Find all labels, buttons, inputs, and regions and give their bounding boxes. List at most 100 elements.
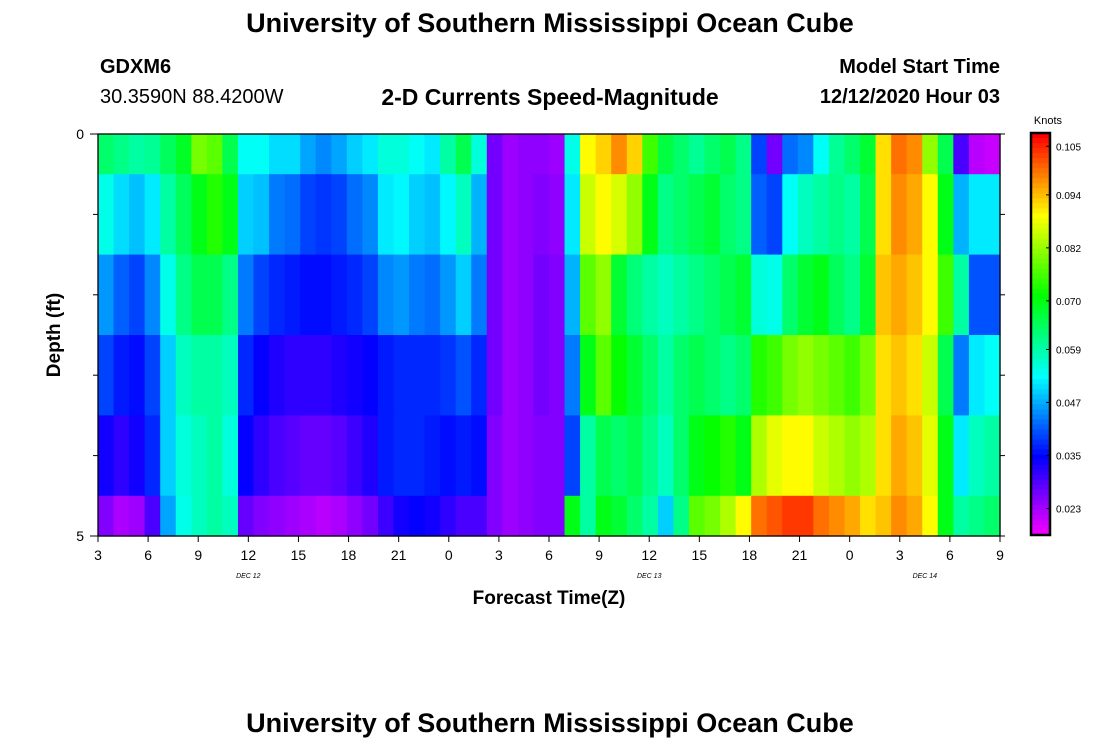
heatmap-cell: [782, 174, 799, 256]
heatmap-cell: [191, 495, 208, 537]
heatmap-cell: [533, 254, 550, 336]
heatmap-cell: [751, 335, 768, 416]
heatmap-cell: [346, 134, 363, 175]
heatmap-cell: [253, 335, 270, 416]
colorbar-swatch: [1031, 313, 1050, 320]
x-tick-label: 15: [692, 547, 708, 563]
colorbar-swatch: [1031, 429, 1050, 436]
heatmap-cell: [642, 134, 659, 175]
heatmap-cell: [284, 254, 301, 336]
heatmap-cell: [657, 415, 675, 497]
heatmap-cell: [222, 495, 239, 537]
heatmap-cell: [129, 254, 146, 336]
heatmap-cell: [346, 335, 363, 416]
heatmap-cell: [346, 415, 363, 497]
heatmap-cell: [237, 134, 255, 175]
heatmap-cell: [828, 254, 846, 336]
heatmap-cell: [751, 174, 768, 256]
heatmap-cell: [175, 495, 192, 537]
heatmap-cell: [906, 415, 923, 497]
colorbar-tick-label: 0.047: [1056, 398, 1081, 409]
heatmap-cell: [673, 415, 690, 497]
heatmap-cell: [595, 335, 612, 416]
heatmap-cell: [471, 254, 488, 336]
heatmap-cell: [471, 134, 488, 175]
heatmap-cell: [191, 415, 208, 497]
colorbar-swatch: [1031, 514, 1050, 521]
colorbar: 0.105 0.094 0.082 0.070 0.059 0.047 0.035 0.023: [1029, 131, 1081, 537]
heatmap-cells: [98, 134, 1001, 537]
heatmap-cell: [269, 134, 286, 175]
x-tick-label: 9: [996, 547, 1004, 563]
colorbar-swatch: [1031, 203, 1050, 209]
heatmap-cell: [486, 415, 503, 497]
heatmap-cell: [206, 495, 224, 537]
heatmap-cell: [953, 254, 970, 336]
heatmap-cell: [253, 174, 270, 256]
heatmap-cell: [704, 495, 721, 537]
heatmap-cell: [486, 335, 503, 416]
colorbar-swatch: [1031, 334, 1050, 340]
heatmap-cell: [269, 495, 286, 537]
heatmap-cell: [424, 495, 441, 537]
heatmap-cell: [984, 495, 1001, 537]
heatmap-cell: [269, 415, 286, 497]
colorbar-swatch: [1031, 268, 1050, 275]
colorbar-swatch: [1031, 494, 1050, 501]
colorbar-swatch: [1031, 354, 1050, 360]
page-title: University of Southern Mississippi Ocean…: [246, 8, 854, 38]
colorbar-swatch: [1031, 318, 1050, 325]
heatmap-cell: [580, 174, 597, 256]
heatmap-cell: [704, 174, 721, 256]
heatmap-cell: [331, 415, 348, 497]
heatmap-cell: [673, 174, 690, 256]
heatmap-cell: [191, 335, 208, 416]
colorbar-swatch: [1031, 168, 1050, 174]
heatmap-cell: [844, 495, 861, 537]
heatmap-cell: [828, 415, 846, 497]
heatmap-cell: [393, 415, 410, 497]
heatmap-cell: [580, 415, 597, 497]
heatmap-cell: [549, 174, 566, 256]
heatmap-cell: [440, 134, 457, 175]
heatmap-cell: [766, 254, 783, 336]
x-tick-label: 9: [595, 547, 603, 563]
heatmap-cell: [860, 495, 877, 537]
heatmap-cell: [315, 335, 332, 416]
colorbar-swatch: [1031, 283, 1050, 290]
heatmap-cell: [595, 254, 612, 336]
x-tick-label: 18: [742, 547, 758, 563]
heatmap-cell: [502, 134, 519, 175]
date-label: DEC 12: [236, 573, 261, 580]
heatmap-cell: [782, 495, 799, 537]
heatmap-cell: [362, 415, 379, 497]
heatmap-cell: [875, 174, 892, 256]
date-label: DEC 14: [913, 573, 938, 580]
heatmap-cell: [222, 134, 239, 175]
heatmap-cell: [953, 335, 970, 416]
colorbar-swatch: [1031, 308, 1050, 315]
heatmap-cell: [720, 335, 737, 416]
heatmap-cell: [611, 174, 628, 256]
heatmap-cell: [549, 254, 566, 336]
heatmap-cell: [113, 335, 130, 416]
colorbar-swatch: [1031, 213, 1050, 220]
heatmap-cell: [906, 254, 923, 336]
x-axis-label: Forecast Time(Z): [473, 588, 626, 609]
colorbar-swatch: [1031, 173, 1050, 179]
heatmap-cell: [98, 335, 115, 416]
colorbar-swatch: [1031, 509, 1050, 516]
heatmap-cell: [502, 174, 519, 256]
heatmap-cell: [300, 134, 317, 175]
heatmap-cell: [409, 415, 426, 497]
heatmap-cell: [331, 495, 348, 537]
heatmap-cell: [704, 335, 721, 416]
heatmap-cell: [906, 134, 923, 175]
colorbar-swatch: [1031, 133, 1050, 139]
heatmap-cell: [673, 335, 690, 416]
heatmap-cell: [237, 495, 255, 537]
colorbar-swatch: [1031, 243, 1050, 250]
heatmap-cell: [611, 495, 628, 537]
heatmap-cell: [922, 254, 939, 336]
heatmap-cell: [580, 254, 597, 336]
